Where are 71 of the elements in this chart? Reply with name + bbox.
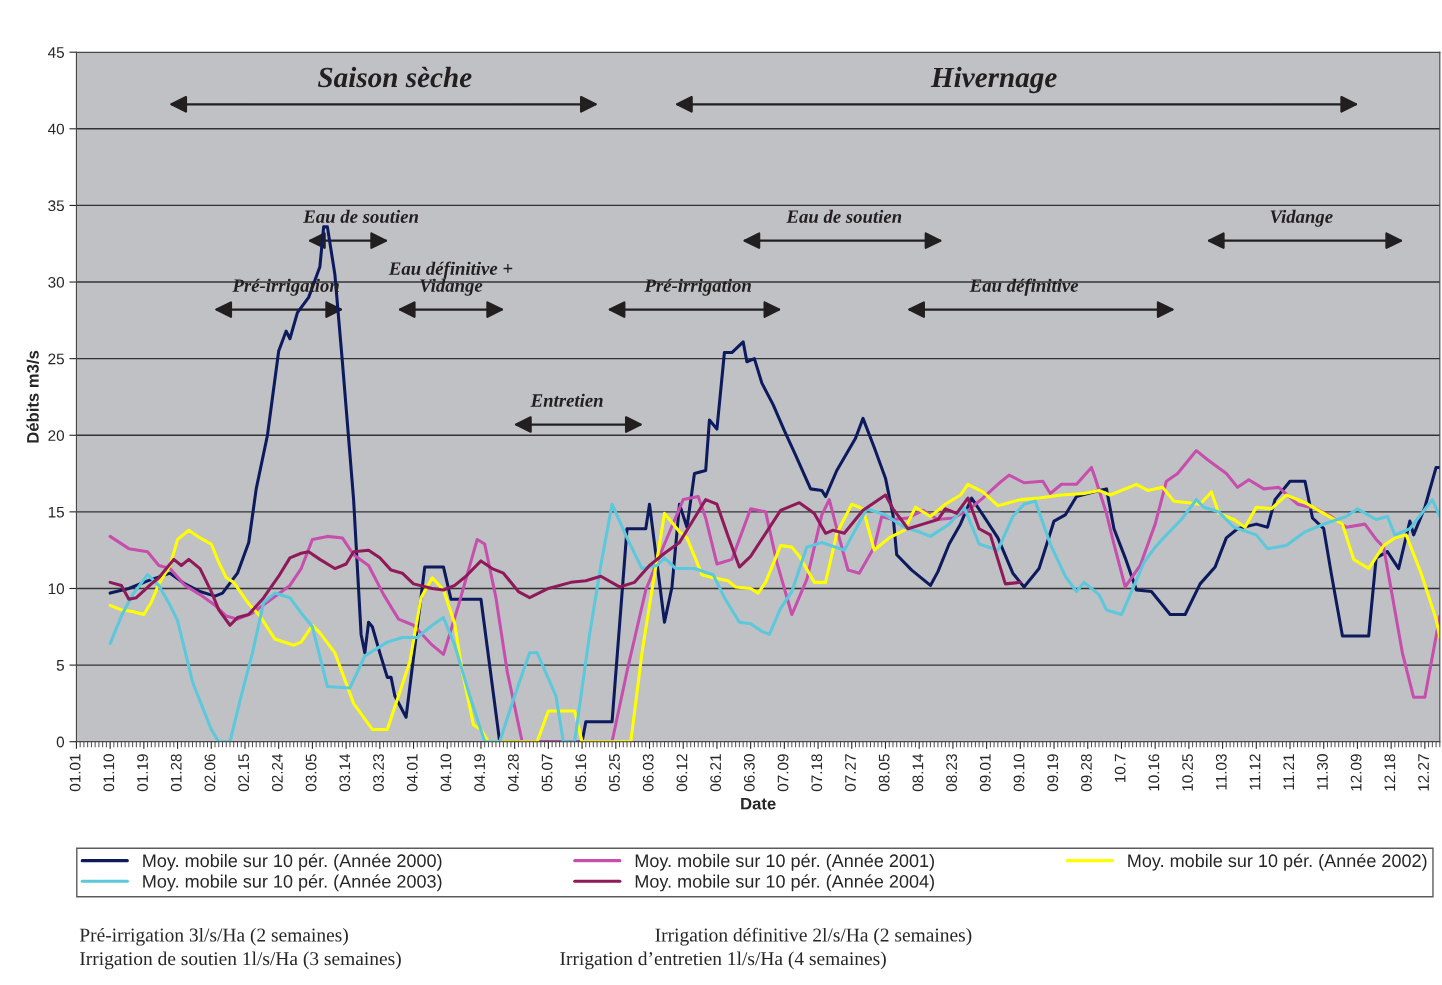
annotation: Pré-irrigation [644,278,751,296]
annotation: Entretien [530,393,603,407]
y-tick-label: 30 [48,276,65,288]
x-tick-label: 12.09 [1350,754,1362,791]
y-tick-label: 0 [56,736,65,748]
x-tick-label: 08.14 [912,753,924,792]
annotation: Vidange [1270,209,1333,227]
x-tick-label: 10.25 [1182,754,1193,791]
x-tick-label: 08.05 [878,754,890,792]
y-tick-label: 35 [48,200,64,212]
x-tick-label: 08.23 [946,754,958,792]
y-tick-label: 15 [48,506,64,518]
x-tick-label: 05.07 [541,754,553,792]
x-tick-label: 01.28 [170,754,182,792]
x-tick-label: 09.10 [1013,754,1025,792]
x-tick-label: 10.7 [1114,754,1126,783]
x-tick-label: 01.10 [103,754,115,792]
x-tick-label: 11.03 [1215,754,1227,790]
x-tick-label: 05.16 [575,754,587,792]
x-tick-label: 03.23 [373,754,384,792]
x-tick-label: 09.28 [1081,754,1092,792]
y-tick-label: 20 [48,430,65,441]
x-tick-label: 11.12 [1249,754,1261,790]
x-tick-label: 04.01 [406,754,418,792]
y-tick-label: 40 [47,123,65,135]
x-tick-label: 09.19 [1047,754,1059,792]
legend-label: Moy. mobile sur 10 pér. (Année 2004) [635,874,934,892]
y-tick-label: 10 [48,583,65,595]
x-tick-label: 09.01 [979,754,991,792]
text: Pré-irrigation 3l/s/Ha (2 semaines) [79,927,348,946]
x-tick-label: 10.16 [1148,754,1160,791]
x-tick-label: 01.19 [137,754,148,792]
x-tick-label: 03.14 [339,753,351,792]
annotation: Eau de soutien [303,209,419,223]
x-tick-label: 02.24 [271,753,283,792]
legend-label: Moy. mobile sur 10 pér. (Année 2001) [635,853,934,871]
x-axis-title: Date [741,797,776,810]
annotation: Eau de soutien [786,209,902,223]
text: Irrigation d’entretien 1l/s/Ha (4 semaines) [560,951,886,970]
x-tick-label: 03.05 [305,754,317,792]
x-tick-label: 06.03 [642,754,654,792]
x-tick-label: 04.10 [440,754,452,792]
annotation: Eau définitive + Vidange [388,261,513,296]
text: Irrigation de soutien 1l/s/Ha (3 semaines) [80,951,401,970]
x-tick-label: 02.15 [238,754,250,792]
x-tick-label: 12.27 [1418,754,1429,791]
y-axis-title: Débits m3/s [26,350,39,443]
legend-label: Moy. mobile sur 10 pér. (Année 2000) [143,853,442,871]
annotation: Eau définitive [969,278,1079,296]
x-tick-label: 04.19 [474,754,486,792]
legend-label: Moy. mobile sur 10 pér. (Année 2003) [143,874,442,892]
x-tick-label: 05.25 [609,754,620,792]
x-tick-label: 07.18 [811,754,823,792]
text: Irrigation définitive 2l/s/Ha (2 semaines) [655,927,972,946]
x-tick-label: 06.12 [676,754,688,792]
x-tick-label: 01.01 [69,754,81,792]
x-tick-label: 07.09 [777,754,789,792]
y-tick-label: 5 [56,660,64,671]
x-tick-label: 07.27 [845,754,856,792]
y-tick-label: 45 [47,47,64,58]
legend-label: Moy. mobile sur 10 pér. (Année 2002) [1128,853,1427,871]
x-tick-label: 06.30 [743,754,755,792]
y-tick-label: 25 [48,353,64,365]
x-tick-label: 06.21 [710,754,722,792]
x-tick-label: 11.21 [1283,754,1294,790]
x-tick-label: 04.28 [507,754,519,792]
x-tick-label: 11.30 [1317,754,1328,790]
annotation: Saison sèche [317,66,472,88]
annotation: Hivernage [930,66,1057,94]
x-tick-label: 02.06 [204,754,216,792]
x-tick-label: 12.18 [1384,754,1396,791]
